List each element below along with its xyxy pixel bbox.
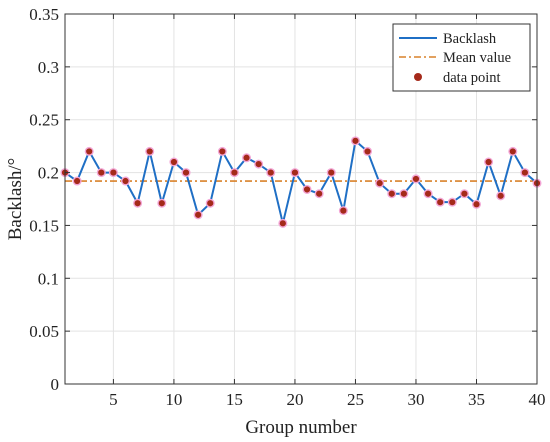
data-point xyxy=(229,168,239,178)
data-point xyxy=(266,168,276,178)
data-point xyxy=(520,168,530,178)
data-point xyxy=(496,191,506,201)
data-point xyxy=(447,197,457,207)
data-point xyxy=(72,176,82,186)
y-tick-label: 0.05 xyxy=(29,322,59,341)
data-point xyxy=(363,146,373,156)
legend: Backlash Mean value data point xyxy=(392,23,531,92)
y-tick-label: 0.25 xyxy=(29,111,59,130)
x-tick-label: 5 xyxy=(109,390,118,409)
data-point xyxy=(411,174,421,184)
data-point xyxy=(459,189,469,199)
plot-frame xyxy=(64,13,538,385)
data-point xyxy=(423,189,433,199)
x-tick-label: 35 xyxy=(468,390,485,409)
legend-data-point-label: data point xyxy=(443,70,501,86)
legend-backlash-label: Backlash xyxy=(443,31,497,47)
data-point xyxy=(399,189,409,199)
tick-labels: 0 0.05 0.1 0.15 0.2 0.25 0.3 0.35 5 10 15 20 25 30 35 4… xyxy=(29,5,545,409)
legend-mean-label: Mean value xyxy=(443,50,511,66)
data-point xyxy=(193,210,203,220)
data-point xyxy=(145,146,155,156)
x-tick-label: 10 xyxy=(165,390,182,409)
backlash-series-line xyxy=(64,138,538,224)
x-tick-label: 20 xyxy=(286,390,303,409)
data-point xyxy=(326,168,336,178)
y-tick-label: 0.2 xyxy=(38,164,59,183)
data-point xyxy=(290,168,300,178)
y-tick-label: 0.15 xyxy=(29,216,59,235)
x-tick-label: 30 xyxy=(407,390,424,409)
x-tick-label: 40 xyxy=(529,390,546,409)
series-layer xyxy=(60,136,542,228)
x-axis-label: Group number xyxy=(245,417,357,438)
data-point xyxy=(508,146,518,156)
data-point xyxy=(338,206,348,216)
data-point xyxy=(435,197,445,207)
data-point xyxy=(121,176,131,186)
grid-lines xyxy=(65,13,538,385)
data-point xyxy=(108,168,118,178)
data-point xyxy=(278,218,288,228)
data-point xyxy=(375,178,385,188)
y-tick-label: 0 xyxy=(51,375,60,394)
x-tick-label: 25 xyxy=(347,390,364,409)
data-point xyxy=(96,168,106,178)
legend-data-point-marker xyxy=(414,73,422,81)
data-point xyxy=(387,189,397,199)
data-point xyxy=(205,198,215,208)
y-tick-label: 0.1 xyxy=(38,269,59,288)
x-tick-label: 15 xyxy=(226,390,243,409)
data-point xyxy=(314,189,324,199)
data-point xyxy=(484,157,494,167)
data-point xyxy=(84,146,94,156)
data-point xyxy=(254,159,264,169)
y-axis-label: Backlash/° xyxy=(5,158,26,241)
data-point xyxy=(242,153,252,163)
data-point xyxy=(157,198,167,208)
data-point xyxy=(169,157,179,167)
y-tick-label: 0.35 xyxy=(29,5,59,24)
data-point xyxy=(471,199,481,209)
data-point xyxy=(133,198,143,208)
data-point xyxy=(350,136,360,146)
y-tick-label: 0.3 xyxy=(38,58,59,77)
data-point xyxy=(181,168,191,178)
data-point xyxy=(217,146,227,156)
data-point xyxy=(302,184,312,194)
